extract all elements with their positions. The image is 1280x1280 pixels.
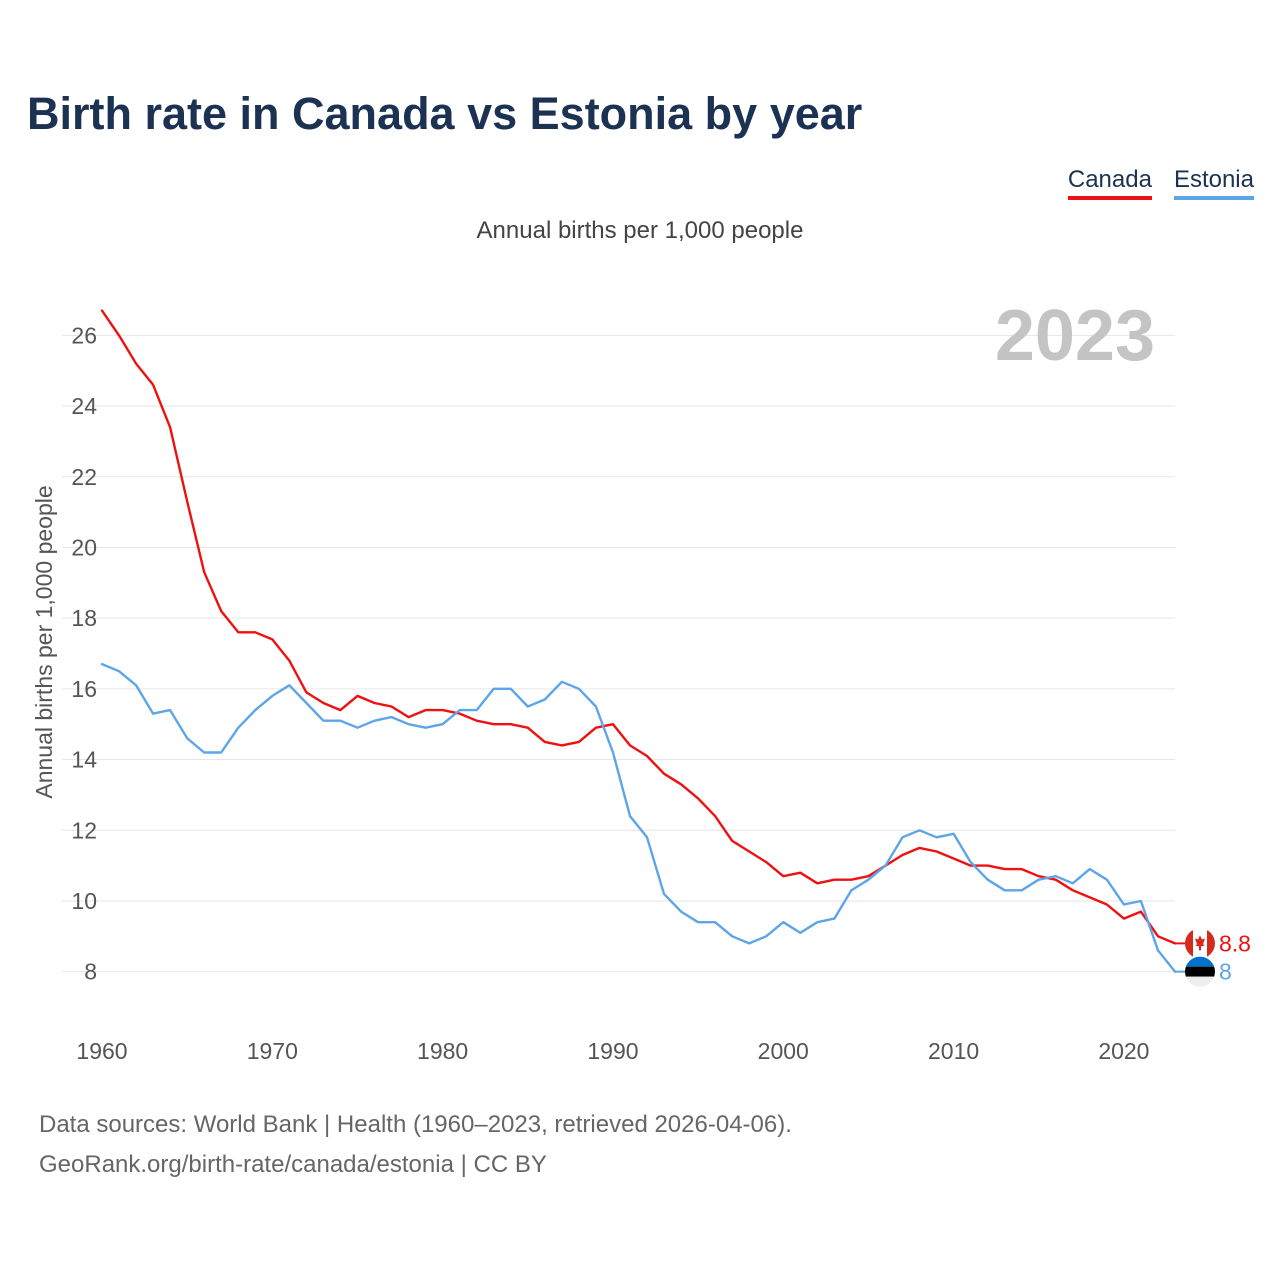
y-tick-label: 20 [71, 534, 97, 560]
data-source-text: Data sources: World Bank | Health (1960–… [39, 1111, 792, 1138]
x-axis: 1960 1970 1980 1990 2000 2010 2020 [76, 1038, 1149, 1064]
current-year-label: 2023 [995, 296, 1155, 376]
gridlines [62, 334, 1175, 973]
y-tick-label: 22 [71, 464, 97, 490]
line-chart: 8 10 12 14 16 18 20 22 24 26 1960 1970 1980 1990 2000… [31, 296, 1251, 1064]
footer: Data sources: World Bank | Health (1960–… [39, 1105, 792, 1185]
legend-item-estonia[interactable]: Estonia [1173, 166, 1254, 200]
series-line-canada [100, 309, 1177, 945]
canada-flag-icon [1185, 928, 1215, 959]
y-axis-title-group: Annual births per 1,000 people [31, 485, 57, 798]
chart-subtitle: Annual births per 1,000 people [476, 217, 804, 244]
x-tick-label: 2000 [758, 1038, 809, 1064]
x-tick-label: 2010 [928, 1038, 979, 1064]
chart-title: Birth rate in Canada vs Estonia by year [27, 88, 863, 139]
series-end-markers: 8.8 8 [1185, 928, 1251, 987]
y-tick-label: 12 [71, 817, 97, 843]
y-tick-label: 8 [84, 959, 97, 985]
y-tick-label: 18 [71, 605, 97, 631]
legend-item-canada[interactable]: Canada [1067, 166, 1152, 200]
series-line-estonia [100, 662, 1177, 973]
source-url-text: GeoRank.org/birth-rate/canada/estonia | … [39, 1151, 547, 1178]
canada-end-value: 8.8 [1219, 930, 1251, 956]
x-tick-label: 1970 [247, 1038, 298, 1064]
y-tick-label: 14 [71, 747, 97, 773]
estonia-end-value: 8 [1219, 959, 1232, 985]
x-tick-label: 1980 [417, 1038, 468, 1064]
x-tick-label: 1960 [76, 1038, 127, 1064]
estonia-flag-icon [1185, 956, 1215, 987]
y-axis-title: Annual births per 1,000 people [31, 485, 57, 798]
legend: Canada Estonia [1067, 166, 1254, 200]
y-tick-label: 24 [71, 393, 97, 419]
y-tick-label: 26 [71, 322, 97, 348]
y-tick-label: 10 [71, 888, 97, 914]
x-tick-label: 1990 [587, 1038, 638, 1064]
series [100, 309, 1185, 973]
y-tick-label: 16 [71, 676, 97, 702]
y-axis: 8 10 12 14 16 18 20 22 24 26 [71, 322, 97, 984]
x-tick-label: 2020 [1098, 1038, 1149, 1064]
